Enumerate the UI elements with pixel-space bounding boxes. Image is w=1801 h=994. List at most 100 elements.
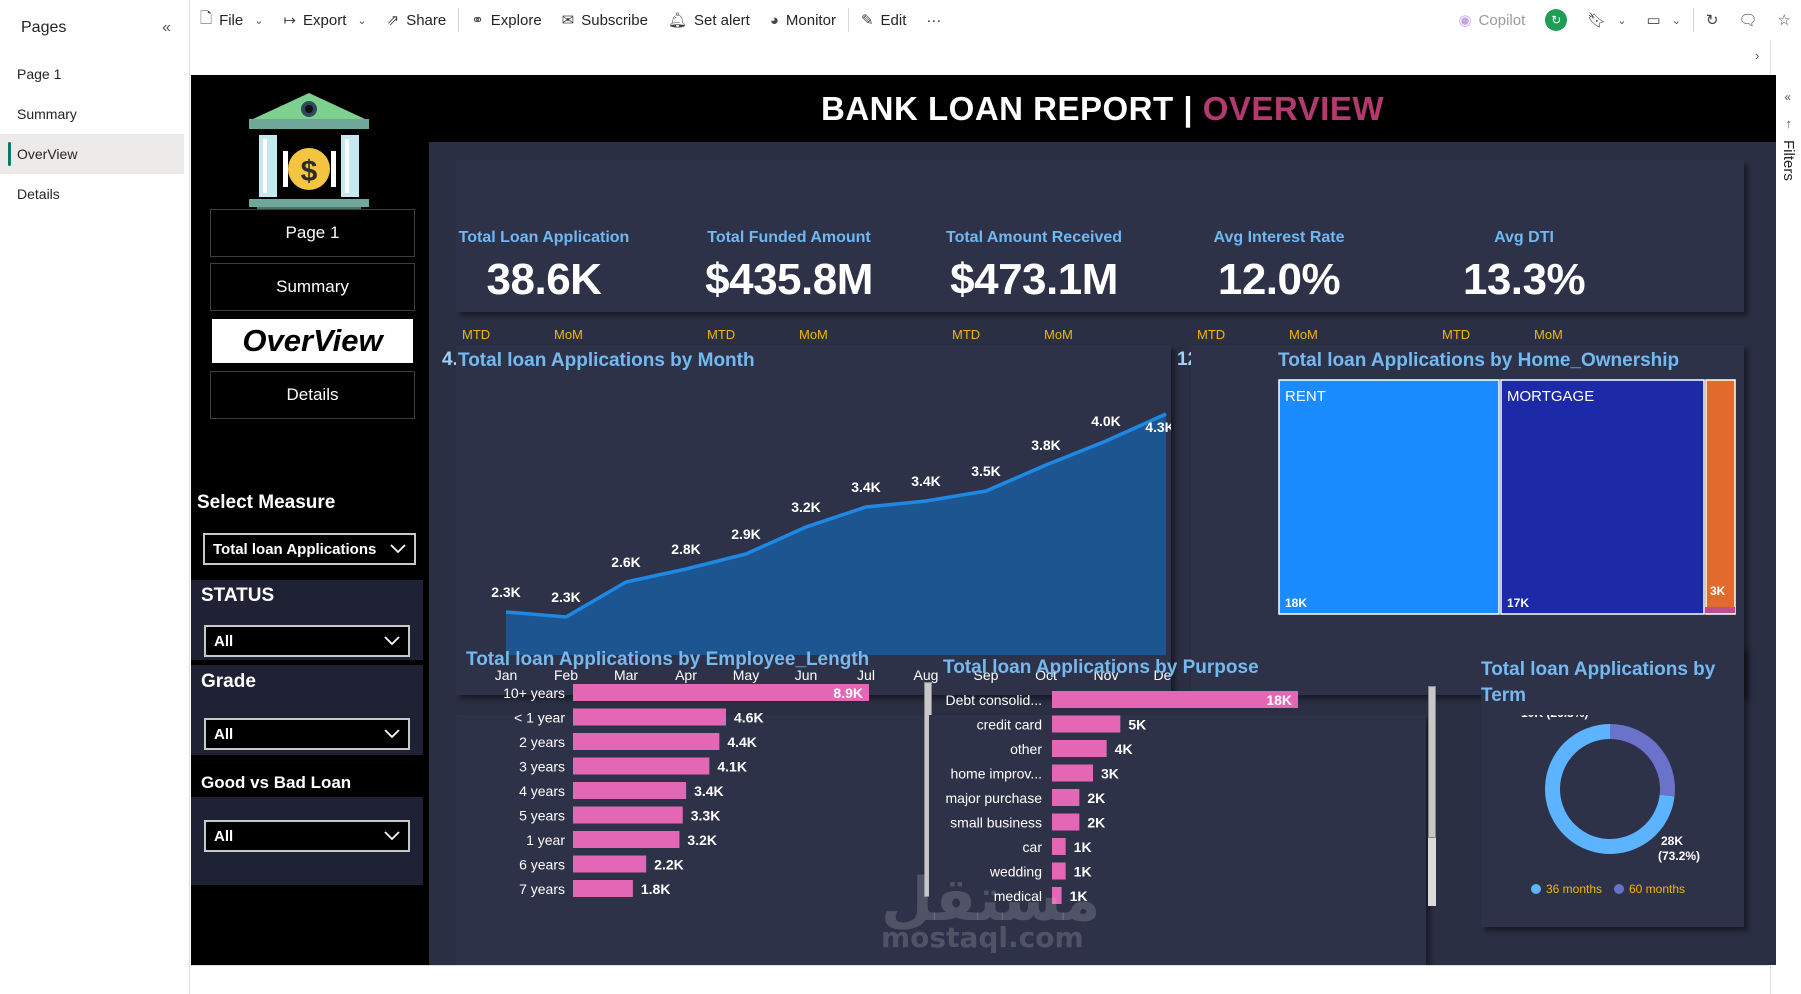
treemap-tile[interactable] — [1500, 379, 1705, 615]
bar-category-label: < 1 year — [514, 710, 565, 726]
bar[interactable] — [573, 708, 726, 726]
term-panel — [1481, 647, 1744, 927]
set-alert-button[interactable]: 🔔︎ Set alert — [658, 0, 760, 40]
term-title: Total loan Applications by Term — [1481, 659, 1716, 706]
treemap-tile-small[interactable] — [1705, 607, 1735, 613]
copilot-icon: ◉ — [1458, 12, 1472, 29]
share-label: Share — [406, 11, 447, 29]
subscribe-button[interactable]: ✉ Subscribe — [552, 0, 658, 40]
chevron-down-icon — [390, 544, 406, 554]
bar[interactable] — [1052, 813, 1080, 831]
treemap-tile[interactable] — [1278, 379, 1500, 615]
bar-category-label: car — [1023, 839, 1043, 855]
bar[interactable] — [1052, 691, 1298, 708]
month-data-label: 4.0K — [1091, 413, 1121, 429]
select-measure-dropdown[interactable]: Total loan Applications — [203, 533, 416, 565]
explore-label: Explore — [490, 11, 542, 29]
reload-icon: ↻ — [1705, 12, 1719, 29]
app-status-button[interactable]: ↻ — [1535, 0, 1577, 40]
bar-value-label: 4.1K — [717, 759, 747, 775]
bar-value-label: 3K — [1101, 766, 1119, 782]
report-title-main: BANK LOAN REPORT | — [821, 89, 1203, 127]
bar[interactable] — [1052, 764, 1093, 782]
donut-slice[interactable] — [1610, 724, 1675, 797]
legend-label-36[interactable]: 36 months — [1546, 882, 1602, 896]
bar[interactable] — [573, 684, 869, 701]
bar-value-label: 3.2K — [687, 832, 717, 848]
bookmark-button[interactable]: 🔖︎ ⌄ — [1577, 0, 1636, 40]
edit-button[interactable]: ✎ Edit — [851, 0, 916, 40]
watermark-arabic: مستقل — [881, 865, 1101, 935]
filters-label: Filters — [1780, 140, 1797, 181]
grade-dropdown[interactable]: All — [204, 718, 410, 750]
bar-value-label: 1.8K — [641, 881, 671, 897]
bar-value-label: 1K — [1074, 839, 1092, 855]
nav-summary-button[interactable]: Summary — [210, 263, 415, 311]
page-item-details[interactable]: Details — [17, 186, 60, 202]
star-icon: ☆ — [1777, 12, 1791, 29]
bar[interactable] — [1052, 789, 1080, 806]
file-menu[interactable]: 🗋 File ⌄ — [190, 0, 273, 40]
view-button[interactable]: ▭ ⌄ — [1637, 0, 1691, 40]
purpose-scrollbar[interactable] — [1428, 686, 1436, 838]
kpi-mom-label: MoM — [1534, 327, 1563, 342]
chevron-down-icon: ⌄ — [254, 14, 264, 27]
export-menu[interactable]: ↦ Export ⌄ — [273, 0, 376, 40]
chevron-down-icon — [384, 729, 400, 739]
pages-pane: Pages « Page 1 Summary OverView Details — [0, 0, 190, 994]
select-measure-value: Total loan Applications — [213, 540, 377, 558]
nav-page1-button[interactable]: Page 1 — [210, 209, 415, 257]
bar[interactable] — [1052, 715, 1121, 733]
bar[interactable] — [1052, 887, 1062, 904]
purpose-title: Total loan Applications by Purpose — [943, 657, 1259, 678]
collapse-pane-icon[interactable]: « — [162, 19, 171, 36]
status-dropdown[interactable]: All — [204, 625, 410, 657]
page-item-page1[interactable]: Page 1 — [17, 66, 62, 82]
share-button[interactable]: ⇗ Share — [377, 0, 457, 40]
bar[interactable] — [573, 880, 633, 897]
watermark-english: mostaql.com — [881, 921, 1084, 954]
monitor-button[interactable]: ◕ Monitor — [760, 0, 846, 40]
bar[interactable] — [573, 757, 710, 775]
month-axis-label: Sep — [974, 667, 999, 683]
collapse-arrow-icon[interactable]: › — [1755, 48, 1760, 63]
bar[interactable] — [1052, 838, 1066, 855]
monitor-label: Monitor — [785, 11, 836, 29]
kpi-title: Avg Interest Rate — [1213, 229, 1345, 246]
kpi-mtd-label: MTD — [952, 327, 981, 342]
favorite-button[interactable]: ☆ — [1768, 0, 1801, 40]
reload-button[interactable]: ↻ — [1696, 0, 1729, 40]
good-bad-dropdown[interactable]: All — [204, 820, 410, 852]
nav-details-button[interactable]: Details — [210, 371, 415, 419]
copilot-button[interactable]: ◉ Copilot — [1448, 0, 1535, 40]
bar-category-label: 2 years — [519, 734, 565, 750]
page-item-overview[interactable]: OverView — [0, 134, 184, 174]
month-axis-label: Apr — [675, 667, 697, 683]
nav-overview-button[interactable]: OverView — [210, 317, 415, 365]
bar[interactable] — [573, 782, 687, 799]
set-alert-label: Set alert — [693, 11, 750, 29]
treemap-tile[interactable] — [1705, 379, 1736, 615]
bar[interactable] — [573, 733, 720, 750]
bar[interactable] — [573, 806, 683, 824]
comment-button[interactable]: 🗨 — [1729, 0, 1768, 40]
bar[interactable] — [573, 831, 680, 848]
legend-label-60[interactable]: 60 months — [1629, 882, 1685, 896]
bar[interactable] — [1052, 740, 1107, 757]
chevron-down-icon: ⌄ — [357, 14, 367, 27]
bar-value-label: 2K — [1087, 790, 1105, 806]
bar-category-label: 6 years — [519, 857, 565, 873]
bar-category-label: 3 years — [519, 759, 565, 775]
bar[interactable] — [573, 855, 647, 873]
bell-icon: 🔔︎ — [667, 12, 687, 29]
chevron-down-icon — [384, 636, 400, 646]
explore-button[interactable]: ⚭ Explore — [461, 0, 551, 40]
share-icon: ⇗ — [386, 12, 400, 29]
page-item-summary[interactable]: Summary — [17, 106, 77, 122]
more-options-button[interactable]: ··· — [926, 11, 942, 29]
month-data-label: 2.6K — [611, 554, 641, 570]
chevron-left-icon[interactable]: « — [1784, 90, 1791, 104]
bar[interactable] — [1052, 862, 1066, 880]
bar-category-label: 10+ years — [503, 685, 565, 701]
